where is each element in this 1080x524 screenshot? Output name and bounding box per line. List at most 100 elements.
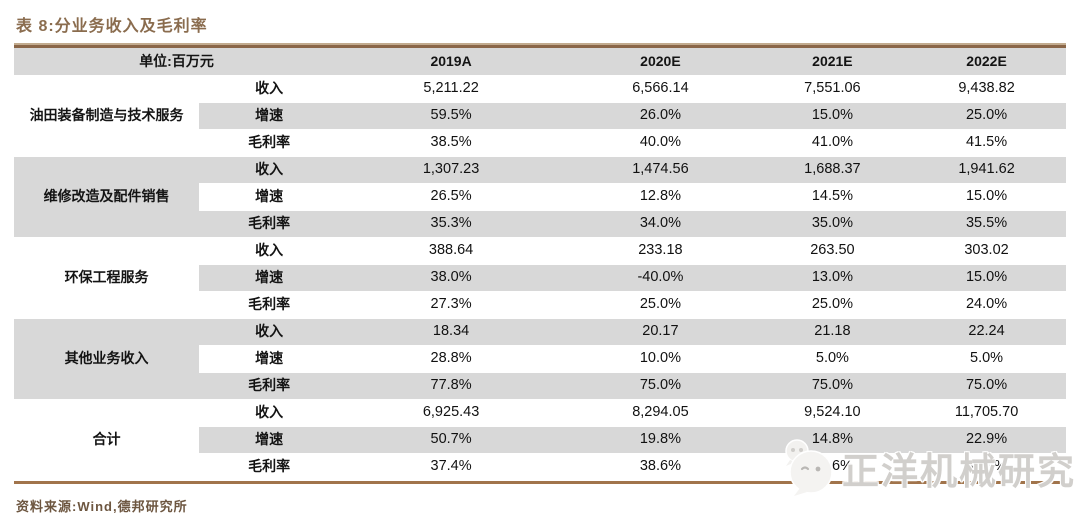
group-label-oilfield-equipment: 油田装备制造与技术服务 <box>14 75 200 157</box>
column-header-2019a: 2019A <box>339 48 564 76</box>
value-cell: 40.0% <box>563 129 758 157</box>
table-row: 增速 50.7% 19.8% 14.8% 22.9% <box>14 426 1066 454</box>
value-cell: 5.0% <box>757 345 908 373</box>
table-row: 毛利率 38.5% 40.0% 41.0% 41.5% <box>14 129 1066 157</box>
value-cell: 1,474.56 <box>563 156 758 184</box>
table-bottom-rule <box>14 481 1066 484</box>
value-cell: 25.0% <box>563 291 758 319</box>
value-cell: 14.8% <box>757 426 908 454</box>
value-cell: 59.5% <box>339 102 564 130</box>
metric-label-gross-margin: 毛利率 <box>199 129 340 157</box>
metric-label-gross-margin: 毛利率 <box>199 210 340 238</box>
value-cell: 39.6% <box>757 453 908 481</box>
value-cell: 75.0% <box>757 372 908 400</box>
table-row: 增速 26.5% 12.8% 14.5% 15.0% <box>14 183 1066 211</box>
value-cell: -40.0% <box>563 264 758 292</box>
value-cell: 1,307.23 <box>339 156 564 184</box>
value-cell: 75.0% <box>907 372 1066 400</box>
column-header-2020e: 2020E <box>563 48 758 76</box>
value-cell: 38.5% <box>339 129 564 157</box>
column-header-2021e: 2021E <box>757 48 908 76</box>
value-cell: 35.5% <box>907 210 1066 238</box>
metric-label-growth: 增速 <box>199 426 340 454</box>
value-cell: 8,294.05 <box>563 399 758 427</box>
unit-header: 单位:百万元 <box>14 48 340 76</box>
value-cell: 13.0% <box>757 264 908 292</box>
table-row: 增速 38.0% -40.0% 13.0% 15.0% <box>14 264 1066 292</box>
value-cell: 15.0% <box>907 264 1066 292</box>
group-label-total: 合计 <box>14 399 200 481</box>
column-header-2022e: 2022E <box>907 48 1066 76</box>
value-cell: 7,551.06 <box>757 75 908 103</box>
value-cell: 22.24 <box>907 318 1066 346</box>
metric-label-gross-margin: 毛利率 <box>199 453 340 481</box>
table-row: 合计 收入 6,925.43 8,294.05 9,524.10 11,705.… <box>14 399 1066 481</box>
metric-label-revenue: 收入 <box>199 75 340 103</box>
value-cell: 25.0% <box>907 102 1066 130</box>
value-cell: 22.9% <box>907 426 1066 454</box>
group-label-other-income: 其他业务收入 <box>14 318 200 400</box>
value-cell: 40.1% <box>907 453 1066 481</box>
table-row: 维修改造及配件销售 收入 1,307.23 1,474.56 1,688.37 … <box>14 156 1066 238</box>
table-row: 毛利率 77.8% 75.0% 75.0% 75.0% <box>14 372 1066 400</box>
metric-label-revenue: 收入 <box>199 237 340 265</box>
source-note: 资料来源:Wind,德邦研究所 <box>16 499 188 514</box>
metric-label-revenue: 收入 <box>199 399 340 427</box>
table-top-rule-light <box>14 43 1066 45</box>
value-cell: 6,925.43 <box>339 399 564 427</box>
value-cell: 37.4% <box>339 453 564 481</box>
value-cell: 35.3% <box>339 210 564 238</box>
segment-revenue-table: 单位:百万元 2019A 2020E 2021E 2022E 油田装备制造与技术… <box>14 48 1066 481</box>
table-title: 表 8:分业务收入及毛利率 <box>16 18 208 35</box>
value-cell: 38.0% <box>339 264 564 292</box>
metric-label-growth: 增速 <box>199 345 340 373</box>
value-cell: 41.5% <box>907 129 1066 157</box>
value-cell: 28.8% <box>339 345 564 373</box>
value-cell: 77.8% <box>339 372 564 400</box>
group-label-repair-parts: 维修改造及配件销售 <box>14 156 200 238</box>
value-cell: 50.7% <box>339 426 564 454</box>
table-row: 油田装备制造与技术服务 收入 5,211.22 6,566.14 7,551.0… <box>14 75 1066 157</box>
value-cell: 10.0% <box>563 345 758 373</box>
value-cell: 233.18 <box>563 237 758 265</box>
value-cell: 21.18 <box>757 318 908 346</box>
table-row: 环保工程服务 收入 388.64 233.18 263.50 303.02 <box>14 237 1066 319</box>
value-cell: 303.02 <box>907 237 1066 265</box>
value-cell: 38.6% <box>563 453 758 481</box>
value-cell: 26.0% <box>563 102 758 130</box>
value-cell: 26.5% <box>339 183 564 211</box>
value-cell: 12.8% <box>563 183 758 211</box>
value-cell: 27.3% <box>339 291 564 319</box>
value-cell: 9,524.10 <box>757 399 908 427</box>
metric-label-gross-margin: 毛利率 <box>199 291 340 319</box>
table-row: 毛利率 27.3% 25.0% 25.0% 24.0% <box>14 291 1066 319</box>
metric-label-growth: 增速 <box>199 183 340 211</box>
table-top-rule-dark <box>14 45 1066 48</box>
table-row: 毛利率 35.3% 34.0% 35.0% 35.5% <box>14 210 1066 238</box>
value-cell: 15.0% <box>907 183 1066 211</box>
value-cell: 1,941.62 <box>907 156 1066 184</box>
metric-label-growth: 增速 <box>199 264 340 292</box>
value-cell: 75.0% <box>563 372 758 400</box>
metric-label-revenue: 收入 <box>199 318 340 346</box>
value-cell: 5,211.22 <box>339 75 564 103</box>
value-cell: 19.8% <box>563 426 758 454</box>
metric-label-gross-margin: 毛利率 <box>199 372 340 400</box>
value-cell: 5.0% <box>907 345 1066 373</box>
value-cell: 6,566.14 <box>563 75 758 103</box>
value-cell: 35.0% <box>757 210 908 238</box>
metric-label-revenue: 收入 <box>199 156 340 184</box>
value-cell: 15.0% <box>757 102 908 130</box>
table-row: 增速 59.5% 26.0% 15.0% 25.0% <box>14 102 1066 130</box>
value-cell: 9,438.82 <box>907 75 1066 103</box>
value-cell: 11,705.70 <box>907 399 1066 427</box>
value-cell: 34.0% <box>563 210 758 238</box>
value-cell: 1,688.37 <box>757 156 908 184</box>
value-cell: 18.34 <box>339 318 564 346</box>
header-row: 单位:百万元 2019A 2020E 2021E 2022E <box>14 48 1066 76</box>
value-cell: 14.5% <box>757 183 908 211</box>
group-label-environmental-engineering: 环保工程服务 <box>14 237 200 319</box>
table-row: 毛利率 37.4% 38.6% 39.6% 40.1% <box>14 453 1066 481</box>
value-cell: 41.0% <box>757 129 908 157</box>
